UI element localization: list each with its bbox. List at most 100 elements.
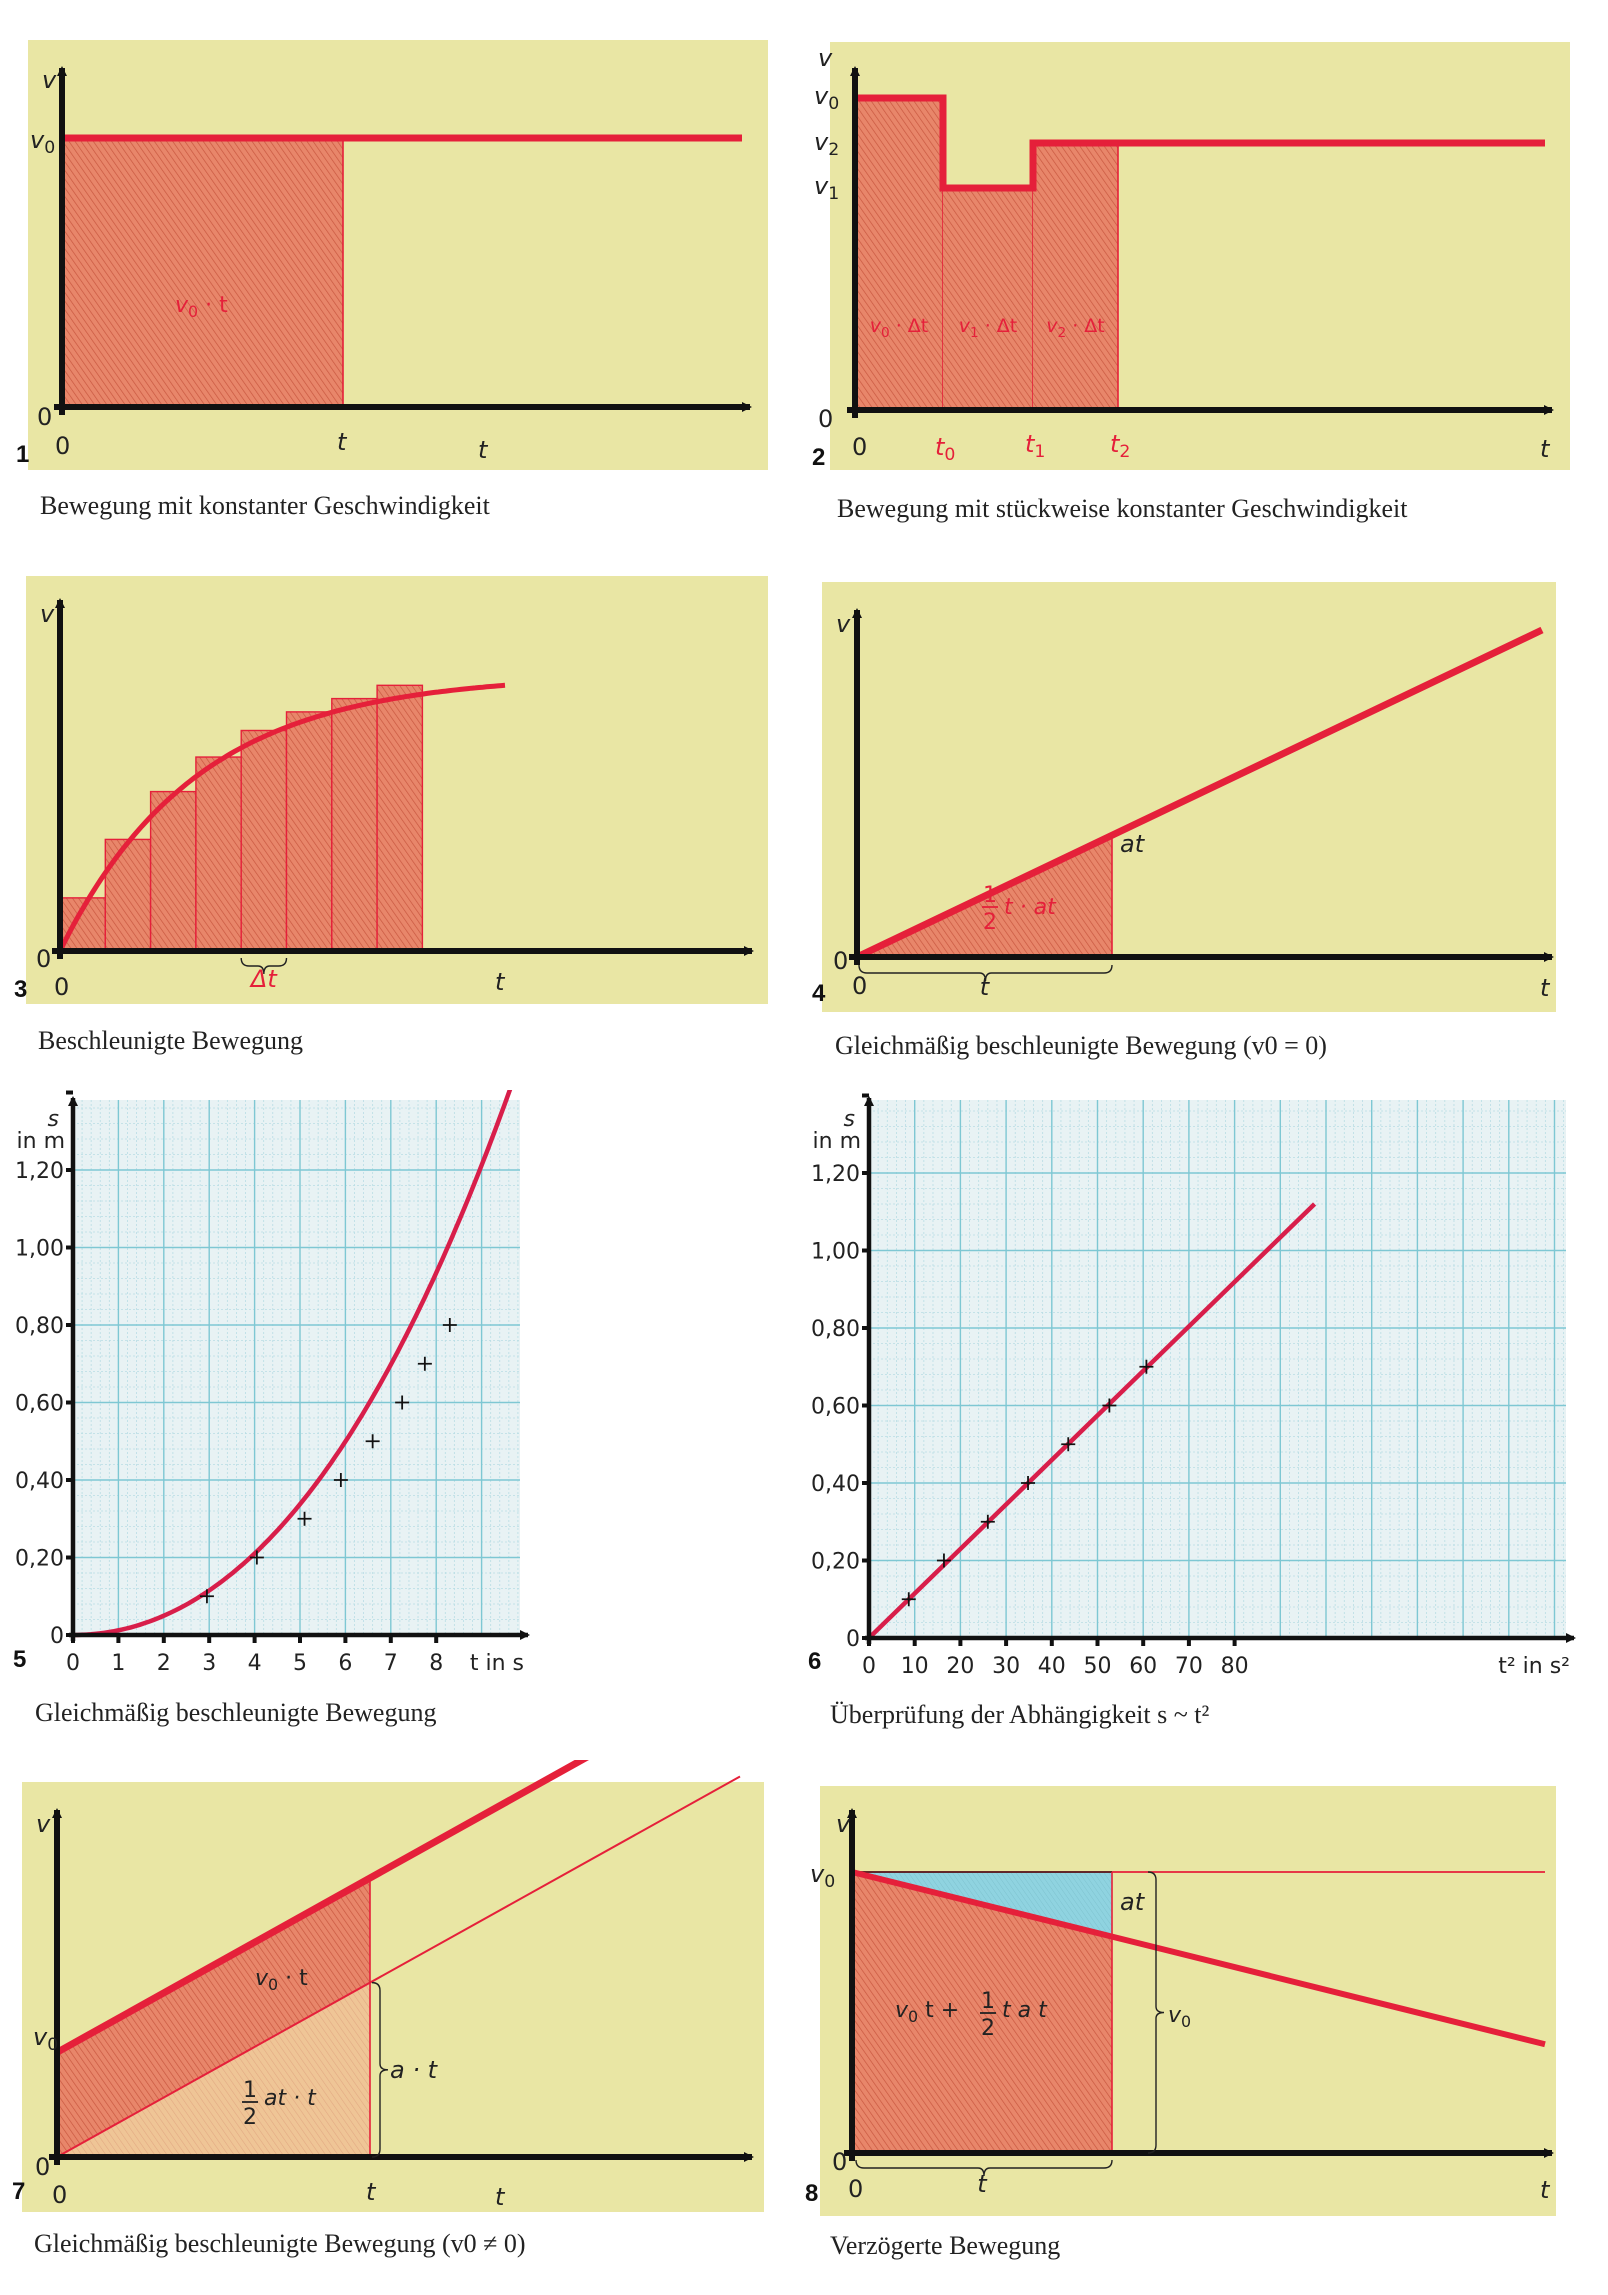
y-tick-v1: v1 [814, 172, 839, 204]
velocity-curve [57, 682, 506, 953]
x-tick-label: 5 [293, 1651, 307, 1676]
area-label: t · at [1004, 895, 1057, 920]
figure-2: v0 · Δt v1 · Δt v2 · Δt v v0 v2 v1 0 0 t0 t1 t2 t 2 … [800, 0, 1608, 540]
x-axis-label: t [1540, 2176, 1551, 2204]
chart-2: v0 · Δt v1 · Δt v2 · Δt v v0 v2 v1 00 t0 t1 t2 t [814, 42, 1570, 470]
at-brace [371, 1981, 389, 2158]
y-tick-label: 1,00 [811, 1240, 860, 1265]
chart-background [869, 1100, 1566, 1638]
x-origin-label: 0 [52, 2181, 67, 2209]
y-axis-label: v [836, 610, 851, 638]
chart-4: v 00 t t at 12 t · at [822, 582, 1556, 1012]
step-area [1033, 143, 1118, 410]
riemann-bar [285, 711, 333, 952]
x-tick-label: 0 [862, 1654, 876, 1679]
x-tick-label: 60 [1129, 1654, 1157, 1679]
figure-number: 3 [14, 976, 28, 1003]
y-tick-label: 1,20 [811, 1162, 860, 1187]
area-fraction-numerator: 1 [981, 1989, 995, 2014]
x-tick-label: 3 [202, 1651, 216, 1676]
data-point [1061, 1437, 1076, 1452]
figure-number: 4 [812, 980, 826, 1007]
figure-number: 2 [812, 444, 826, 471]
x-axis-label: t in s [470, 1651, 524, 1676]
data-point [901, 1592, 916, 1607]
x-tick-t: t [337, 428, 348, 456]
figure-number: 5 [13, 1646, 27, 1673]
riemann-bar [104, 838, 152, 952]
y-tick-label: 0,40 [811, 1472, 860, 1497]
at-label: at [1120, 1888, 1146, 1916]
data-point [199, 1589, 214, 1604]
y-axis-unit: in m [813, 1129, 861, 1154]
figure-6: 0 10 20 30 40 50 60 70 80 0 0,20 0,40 0,60 0,80 1,00 1,… [800, 1090, 1608, 1760]
x-tick-label: 8 [429, 1651, 443, 1676]
figure-4: v 0 0 t t at 1 2 t · at 4 Gleichmäßig beschleuni… [800, 560, 1608, 1080]
x-tick-label: 70 [1175, 1654, 1203, 1679]
x-origin-label: 0 [852, 433, 867, 461]
data-point [395, 1395, 410, 1410]
data-point [249, 1550, 264, 1565]
x-tick-t1: t1 [1025, 430, 1045, 462]
x-tick-label: 1 [111, 1651, 125, 1676]
y-axis-label: v [40, 600, 55, 628]
x-tick-label: 7 [384, 1651, 398, 1676]
y-tick-label: 0 [846, 1627, 860, 1652]
fit-curve [73, 1090, 513, 1638]
data-point [297, 1511, 312, 1526]
chart-1: v v0 00 t t v0 · t [28, 40, 768, 470]
y-origin-label: 0 [36, 945, 51, 973]
figure-1: v v0 0 0 t t v0 · t 1 Bewegung mit konstanter … [0, 0, 800, 540]
x-tick-label: 6 [338, 1651, 352, 1676]
x-tick-label: 0 [66, 1651, 80, 1676]
y-tick-label: 0,80 [15, 1314, 64, 1339]
x-tick-label: 50 [1084, 1654, 1112, 1679]
data-point [442, 1318, 457, 1332]
figure-caption: Bewegung mit stückweise konstanter Gesch… [837, 494, 1408, 523]
y-tick-label: 0,60 [811, 1395, 860, 1420]
height-label: at [1120, 830, 1146, 858]
figure-5: 0 1 2 3 4 5 6 7 8 0 0,20 0,40 0,60 0,80 1,00 1,20 s in m t… [0, 1090, 800, 1760]
y-tick-label: 0,60 [15, 1392, 64, 1417]
x-axis-label: t [1540, 435, 1551, 463]
velocity-step-line [855, 94, 1545, 192]
figure-7: v v0 0 0 t t a · t v0 · t 1 2 at · t 7 Gleichmäßig… [0, 1760, 800, 2295]
y-origin-label: 0 [832, 2148, 847, 2176]
riemann-bar [331, 697, 378, 952]
x-origin-label: 0 [55, 432, 70, 460]
data-point [1102, 1398, 1117, 1413]
brace-label: t [977, 2170, 988, 2198]
area-fraction-numerator: 1 [983, 883, 997, 908]
velocity-line [855, 626, 1544, 961]
riemann-bar [195, 756, 242, 952]
data-point [1139, 1359, 1154, 1374]
step-label: v2 · Δt [1046, 315, 1105, 341]
y-axis-label: s [48, 1107, 59, 1132]
y-origin-label: 0 [35, 2153, 50, 2181]
data-point [936, 1553, 951, 1568]
upper-area-label: v0 · t [255, 1966, 308, 1994]
x-axis-label: t² in s² [1498, 1654, 1570, 1679]
x-tick-label: 20 [946, 1654, 974, 1679]
y-origin-label: 0 [37, 403, 52, 431]
figure-number: 7 [12, 2178, 26, 2205]
time-brace [855, 2159, 1113, 2177]
velocity-line [55, 1760, 589, 2056]
y-tick-label: 1,20 [15, 1159, 64, 1184]
riemann-bar [376, 684, 424, 952]
figure-8: v v0 0 0 t t at v0 v0 t +1 2 t a t 8 Verzögerte Be… [800, 1760, 1608, 2295]
y-tick-v2: v2 [814, 128, 839, 160]
y-tick-v0: v0 [810, 1860, 835, 1892]
v0-brace [1147, 1871, 1165, 2154]
delta-t-brace [240, 957, 288, 975]
y-tick-label: 1,00 [15, 1237, 64, 1262]
riemann-bar [240, 729, 288, 952]
y-tick-label: 0 [50, 1624, 64, 1649]
x-tick-label: 4 [248, 1651, 262, 1676]
step-label: v0 · Δt [870, 315, 929, 341]
x-tick-label: 30 [992, 1654, 1020, 1679]
area-fraction-denominator: 2 [981, 2016, 995, 2041]
shaded-area [62, 138, 343, 407]
step-area [855, 98, 943, 410]
